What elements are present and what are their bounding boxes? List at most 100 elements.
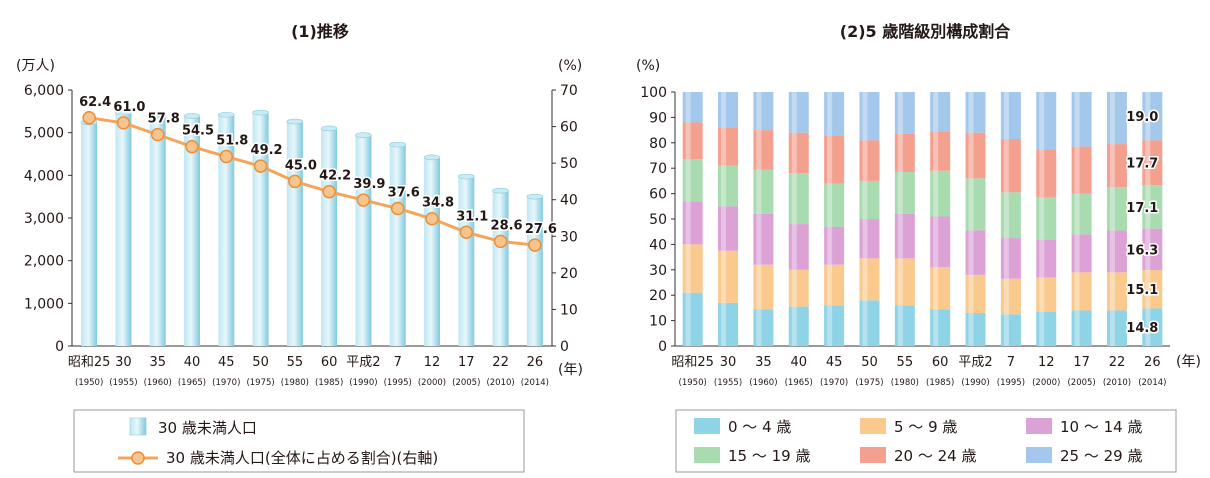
stack-segment [930, 170, 951, 217]
stack-highlight [827, 226, 833, 265]
stack-segment [1142, 270, 1163, 309]
right-y-tick-label: 30 [560, 229, 578, 245]
stack-highlight [1074, 310, 1080, 346]
bar-cap [389, 141, 407, 148]
bar [149, 114, 166, 346]
bar [115, 112, 132, 346]
stack-highlight [862, 180, 868, 219]
stack-segment [682, 244, 703, 293]
x-tick-label: 35 [149, 355, 166, 370]
stack-highlight [862, 140, 868, 181]
share-data-label: 34.8 [422, 196, 454, 211]
stack-segment [965, 132, 986, 179]
stack-data-label: 17.1 [1126, 201, 1158, 216]
stack-highlight [968, 178, 974, 231]
stack-highlight [756, 264, 762, 310]
stack-segment [1036, 239, 1057, 278]
x-year-label: (1965) [785, 378, 813, 388]
stack-highlight [1109, 187, 1115, 231]
legend-label: 10 ～ 14 歳 [1060, 418, 1142, 436]
stack-highlight [1003, 192, 1009, 239]
stack-highlight [827, 305, 833, 346]
stack-segment [930, 309, 951, 346]
x-tick-label: 12 [1038, 355, 1055, 370]
x-year-label: (1985) [926, 378, 954, 388]
stack-segment [682, 92, 703, 123]
x-tick-label: 60 [932, 355, 949, 370]
stack-highlight [1039, 277, 1045, 312]
stack-segment [930, 216, 951, 268]
stack-highlight [1039, 239, 1045, 278]
stack-highlight [897, 213, 903, 259]
stack-segment [1106, 144, 1127, 188]
stack-highlight [862, 258, 868, 301]
stack-segment [824, 264, 845, 306]
y-tick-label: 20 [649, 288, 667, 304]
stack-segment [894, 258, 915, 306]
stack-segment [718, 165, 739, 207]
stack-highlight [1003, 138, 1009, 193]
share-data-label: 37.6 [388, 185, 420, 200]
stack-highlight [968, 132, 974, 179]
x-year-label: (1975) [246, 378, 274, 388]
stack-highlight [1074, 193, 1080, 235]
x-year-label: (2005) [1067, 378, 1095, 388]
y-tick-label: 30 [649, 263, 667, 279]
x-tick-label: 22 [1109, 355, 1126, 370]
x-year-label: (2014) [521, 378, 549, 388]
stack-segment [1036, 277, 1057, 312]
legend-swatch [860, 418, 886, 434]
x-year-label: (1970) [820, 378, 848, 388]
stack-highlight [791, 224, 797, 270]
stack-highlight [933, 92, 939, 132]
x-year-label: (2005) [452, 378, 480, 388]
stack-segment [965, 92, 986, 133]
stack-segment [1142, 140, 1163, 186]
stack-highlight [791, 306, 797, 346]
share-point [150, 127, 165, 142]
left-y-tick-label: 0 [55, 339, 64, 355]
stack-segment [894, 305, 915, 346]
stack-segment [682, 292, 703, 346]
stack-segment [1142, 92, 1163, 141]
stack-highlight [827, 264, 833, 306]
stack-highlight [1145, 270, 1151, 309]
stack-highlight [897, 133, 903, 173]
x-year-label: (1990) [349, 378, 377, 388]
x-tick-label: 22 [492, 355, 509, 370]
legend-label: 20 ～ 24 歳 [894, 447, 976, 465]
stack-highlight [791, 92, 797, 133]
bar-cap [217, 111, 235, 118]
bar [389, 144, 406, 346]
stack-segment [753, 169, 774, 214]
stack-segment [930, 131, 951, 171]
stack-highlight [1145, 92, 1151, 141]
x-tick-label: 17 [1073, 355, 1090, 370]
stack-segment [1036, 311, 1057, 346]
legend-label-line: 30 歳未満人口(全体に占める割合)(右軸) [166, 449, 438, 467]
stack-segment [1106, 272, 1127, 311]
stack-highlight [756, 169, 762, 214]
stack-highlight [685, 122, 691, 160]
share-point [390, 201, 405, 216]
right-chart-title: (2)5 歳階級別構成割合 [840, 22, 1011, 41]
x-tick-label: 50 [861, 355, 878, 370]
stack-segment [1036, 92, 1057, 150]
share-data-label: 62.4 [79, 95, 111, 110]
bar-cap [115, 109, 132, 116]
bar [286, 121, 303, 346]
right-y-tick-label: 40 [560, 193, 578, 209]
stack-highlight [791, 173, 797, 225]
stack-highlight [1039, 311, 1045, 346]
legend-label: 15 ～ 19 歳 [728, 447, 810, 465]
stack-segment [1000, 238, 1021, 279]
x-year-label: (1990) [961, 378, 989, 388]
x-year-label: (2000) [418, 378, 446, 388]
left-chart: 0 1,000 2,000 3,000 4,000 5,000 6,000 0 10 20 30 40… [16, 58, 583, 388]
stack-segment [1142, 308, 1163, 346]
stack-highlight [1003, 314, 1009, 346]
legend-swatch [694, 447, 720, 463]
stack-segment [788, 132, 809, 174]
legend-box [73, 409, 525, 473]
